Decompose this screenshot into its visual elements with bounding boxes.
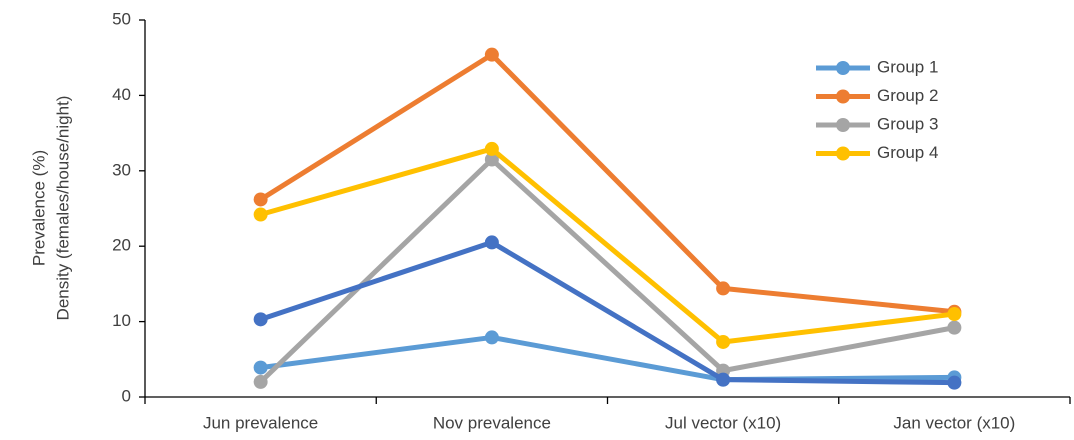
y-tick-label: 30 (112, 160, 131, 179)
x-tick-label: Nov prevalence (433, 413, 551, 432)
legend-marker (836, 61, 850, 75)
data-point (253, 192, 268, 207)
legend-label: Group 2 (877, 86, 938, 105)
x-tick-label: Jun prevalence (203, 413, 318, 432)
data-point (716, 334, 731, 349)
data-point (947, 375, 962, 390)
y-axis-label: Prevalence (%) (29, 150, 48, 266)
legend-marker (836, 118, 850, 132)
series-line (259, 52, 955, 315)
data-point (947, 307, 962, 322)
data-point (484, 47, 499, 62)
data-point (253, 374, 268, 389)
series-line (258, 156, 955, 384)
data-point (484, 152, 499, 167)
legend-label: Group 3 (877, 114, 938, 133)
y-tick-label: 20 (112, 236, 131, 255)
data-point (484, 330, 499, 345)
legend-label: Group 4 (877, 143, 938, 162)
data-point (253, 360, 268, 375)
data-point (484, 235, 499, 250)
series-line (259, 146, 955, 345)
y-tick-label: 10 (112, 311, 131, 330)
legend-label: Group 1 (877, 57, 938, 76)
legend-marker (836, 89, 850, 104)
y-tick-label: 40 (112, 85, 131, 104)
x-tick-label: Jan vector (x10) (893, 413, 1015, 432)
legend-item: Group 2 (816, 86, 938, 105)
series-line (260, 334, 955, 383)
y-tick-label: 0 (122, 386, 131, 405)
data-point (716, 372, 731, 387)
y-axis-label: Density (females/house/night) (53, 96, 72, 321)
legend-item: Group 4 (816, 143, 938, 162)
data-point (253, 207, 268, 222)
data-point (253, 312, 268, 327)
legend-marker (836, 146, 850, 161)
series-line (259, 239, 955, 386)
legend-item: Group 3 (816, 114, 938, 133)
y-tick-label: 50 (112, 9, 131, 28)
data-point (716, 281, 731, 296)
data-point (484, 141, 499, 156)
legend-item: Group 1 (816, 57, 938, 76)
data-point (947, 320, 962, 335)
x-tick-label: Jul vector (x10) (665, 413, 781, 432)
